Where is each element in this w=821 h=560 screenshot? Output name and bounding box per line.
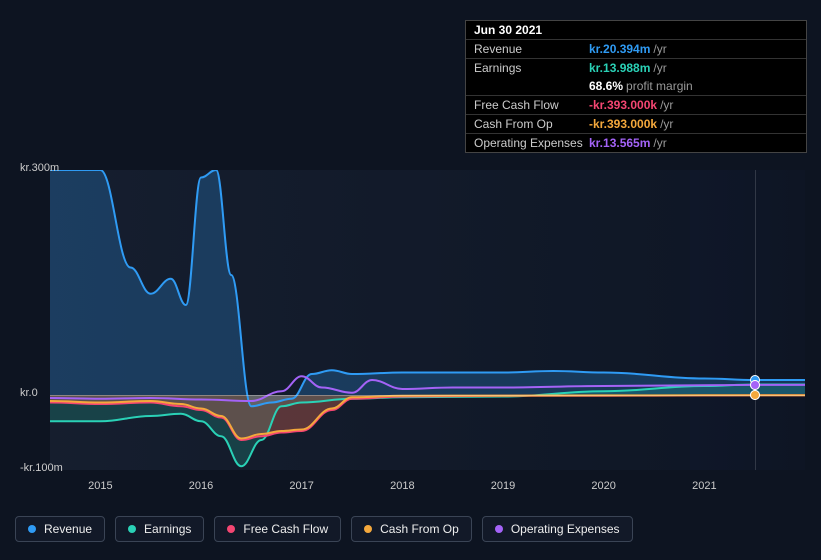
legend-item-operating_expenses[interactable]: Operating Expenses — [482, 516, 633, 542]
tooltip-row-label: Free Cash Flow — [474, 98, 589, 112]
legend-item-label: Revenue — [44, 522, 92, 536]
tooltip-row-label: Revenue — [474, 42, 589, 56]
tooltip-row-suffix: /yr — [653, 42, 666, 56]
legend-dot-icon — [495, 525, 503, 533]
tooltip-subrow: 68.6%profit margin — [466, 77, 806, 95]
x-axis-label: 2018 — [390, 480, 414, 492]
x-axis-label: 2021 — [692, 480, 716, 492]
legend-item-cash_from_op[interactable]: Cash From Op — [351, 516, 472, 542]
legend-dot-icon — [28, 525, 36, 533]
y-axis-label: kr.0 — [20, 387, 38, 399]
tooltip-row-value: kr.20.394m — [589, 42, 650, 56]
legend-item-earnings[interactable]: Earnings — [115, 516, 204, 542]
legend-dot-icon — [128, 525, 136, 533]
tooltip-row-suffix: /yr — [660, 98, 673, 112]
tooltip-row-label: Cash From Op — [474, 117, 589, 131]
x-axis-label: 2020 — [591, 480, 615, 492]
tooltip-row-value: -kr.393.000k — [589, 117, 657, 131]
x-axis-label: 2017 — [289, 480, 313, 492]
x-axis-label: 2016 — [189, 480, 213, 492]
tooltip-row-value: -kr.393.000k — [589, 98, 657, 112]
tooltip-row: Revenuekr.20.394m/yr — [466, 39, 806, 58]
legend-item-revenue[interactable]: Revenue — [15, 516, 105, 542]
y-axis-label: -kr.100m — [20, 462, 63, 474]
y-axis-label: kr.300m — [20, 162, 59, 174]
chart-svg — [50, 170, 805, 470]
tooltip-date: Jun 30 2021 — [474, 23, 542, 37]
hover-vertical-line — [755, 170, 756, 470]
tooltip-sub-value: 68.6% — [589, 79, 623, 93]
legend: Revenue Earnings Free Cash Flow Cash From O… — [15, 516, 633, 542]
tooltip-row: Operating Expenseskr.13.565m/yr — [466, 133, 806, 152]
legend-item-label: Operating Expenses — [511, 522, 620, 536]
tooltip-date-row: Jun 30 2021 — [466, 21, 806, 39]
hover-marker-operating_expenses — [750, 380, 760, 390]
zero-line — [50, 395, 805, 396]
legend-dot-icon — [227, 525, 235, 533]
hover-marker-cash_from_op — [750, 390, 760, 400]
x-axis-label: 2015 — [88, 480, 112, 492]
legend-item-label: Earnings — [144, 522, 191, 536]
tooltip-sub-spacer — [474, 79, 589, 93]
tooltip-row-value: kr.13.988m — [589, 61, 650, 75]
x-axis-label: 2019 — [491, 480, 515, 492]
legend-item-label: Cash From Op — [380, 522, 459, 536]
tooltip-row: Free Cash Flow-kr.393.000k/yr — [466, 95, 806, 114]
chart-container: kr.300m kr.0 -kr.100m 2015 2016 2017 2018 2019 2… — [15, 155, 805, 495]
hover-tooltip: Jun 30 2021 Revenuekr.20.394m/yrEarnings… — [465, 20, 807, 153]
tooltip-row: Cash From Op-kr.393.000k/yr — [466, 114, 806, 133]
tooltip-row-label: Earnings — [474, 61, 589, 75]
series-line-cash_from_op — [50, 395, 805, 438]
legend-item-label: Free Cash Flow — [243, 522, 328, 536]
tooltip-row: Earningskr.13.988m/yr — [466, 58, 806, 77]
legend-dot-icon — [364, 525, 372, 533]
tooltip-row-suffix: /yr — [653, 61, 666, 75]
tooltip-row-label: Operating Expenses — [474, 136, 589, 150]
legend-item-free_cash_flow[interactable]: Free Cash Flow — [214, 516, 341, 542]
series-fill-revenue — [50, 170, 805, 406]
tooltip-sub-label: profit margin — [626, 79, 693, 93]
tooltip-row-value: kr.13.565m — [589, 136, 650, 150]
tooltip-row-suffix: /yr — [653, 136, 666, 150]
tooltip-row-suffix: /yr — [660, 117, 673, 131]
